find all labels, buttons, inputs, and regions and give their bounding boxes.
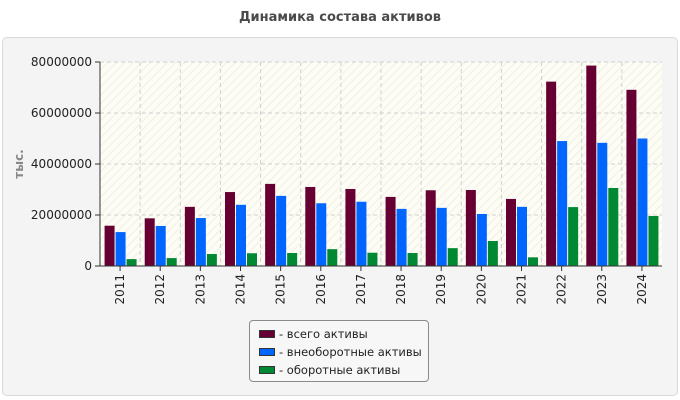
bar-2 — [557, 141, 568, 266]
x-tick-label: 2019 — [434, 274, 448, 305]
x-tick-label: 2022 — [555, 274, 569, 305]
legend-swatch — [259, 330, 275, 338]
bar-2 — [476, 213, 487, 266]
bar-3 — [166, 258, 177, 266]
bar-1 — [385, 196, 396, 266]
bar-2 — [597, 142, 608, 266]
x-tick-label: 2024 — [635, 274, 649, 305]
y-tick-label: 80000000 — [31, 55, 92, 69]
bar-3 — [447, 248, 458, 266]
bar-3 — [287, 252, 298, 266]
bar-1 — [546, 81, 557, 266]
x-tick-label: 2013 — [193, 274, 207, 305]
bar-3 — [528, 257, 538, 266]
legend-swatch — [259, 348, 275, 356]
bar-1 — [225, 192, 235, 266]
chart-title: Динамика состава активов — [238, 10, 442, 25]
x-tick-label: 2011 — [113, 274, 127, 305]
bar-2 — [436, 207, 447, 266]
bar-3 — [327, 249, 338, 266]
bar-1 — [144, 218, 155, 266]
x-tick-label: 2014 — [234, 274, 248, 305]
x-tick-label: 2020 — [474, 274, 488, 305]
bar-1 — [345, 188, 356, 266]
bar-1 — [506, 198, 516, 266]
bar-3 — [608, 187, 619, 266]
x-tick-label: 2021 — [515, 274, 529, 305]
x-tick-label: 2017 — [354, 274, 368, 305]
legend-label: - оборотные активы — [279, 363, 401, 377]
x-tick-label: 2012 — [153, 274, 167, 305]
bar-1 — [104, 225, 115, 266]
x-tick-label: 2016 — [314, 274, 328, 305]
bar-2 — [356, 201, 367, 266]
bar-1 — [425, 190, 436, 266]
bar-1 — [305, 186, 316, 266]
bar-3 — [206, 254, 217, 266]
bar-3 — [367, 252, 378, 266]
bar-3 — [648, 216, 659, 266]
legend-item: - всего активы — [259, 325, 428, 343]
legend-label: - всего активы — [279, 327, 368, 341]
y-tick-label: 0 — [84, 259, 92, 273]
bar-2 — [276, 195, 287, 266]
legend: - всего активы - внеоборотные активы - обо… — [249, 320, 429, 382]
bar-1 — [586, 65, 597, 266]
legend-item: - внеоборотные активы — [259, 343, 428, 361]
y-axis-label: тыс. — [12, 149, 26, 178]
bar-2 — [195, 218, 206, 266]
x-tick-label: 2023 — [595, 274, 609, 305]
bar-2 — [396, 208, 407, 266]
bar-3 — [247, 253, 257, 266]
bar-2 — [517, 206, 527, 266]
legend-item: - оборотные активы — [259, 361, 428, 379]
bar-1 — [626, 89, 637, 266]
legend-swatch — [259, 366, 275, 374]
bar-2 — [637, 138, 648, 266]
bar-3 — [126, 259, 137, 266]
bar-1 — [265, 183, 276, 266]
y-tick-label: 40000000 — [31, 157, 92, 171]
bar-1 — [465, 190, 476, 266]
x-tick-label: 2018 — [394, 274, 408, 305]
bar-2 — [236, 204, 246, 266]
bar-2 — [155, 225, 166, 266]
bar-2 — [316, 203, 327, 266]
bar-3 — [568, 207, 579, 266]
y-tick-label: 20000000 — [31, 208, 92, 222]
bar-1 — [184, 206, 195, 266]
bar-3 — [407, 252, 418, 266]
x-tick-label: 2015 — [274, 274, 288, 305]
legend-label: - внеоборотные активы — [279, 345, 422, 359]
y-tick-label: 60000000 — [31, 106, 92, 120]
bar-2 — [115, 232, 126, 266]
bar-3 — [487, 241, 498, 266]
